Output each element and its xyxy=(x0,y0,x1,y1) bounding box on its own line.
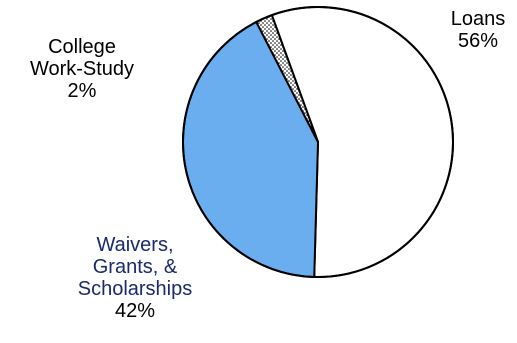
pie-outline xyxy=(182,6,454,278)
slice-label-loans: Loans 56% xyxy=(438,8,517,52)
slice-label-waivers-grants-scholarships: Waivers, Grants, & Scholarships 42% xyxy=(55,234,215,322)
slice-label-name: Waivers, Grants, & Scholarships xyxy=(77,234,193,300)
slice-label-value: 2% xyxy=(67,80,97,102)
pie-slices xyxy=(182,6,454,278)
slice-label-college-work-study: College Work-Study 2% xyxy=(2,36,162,102)
slice-label-name: College Work-Study xyxy=(29,36,135,80)
slice-label-value: 42% xyxy=(114,300,156,322)
slice-label-value: 56% xyxy=(457,30,499,52)
slice-label-name: Loans xyxy=(450,8,506,30)
